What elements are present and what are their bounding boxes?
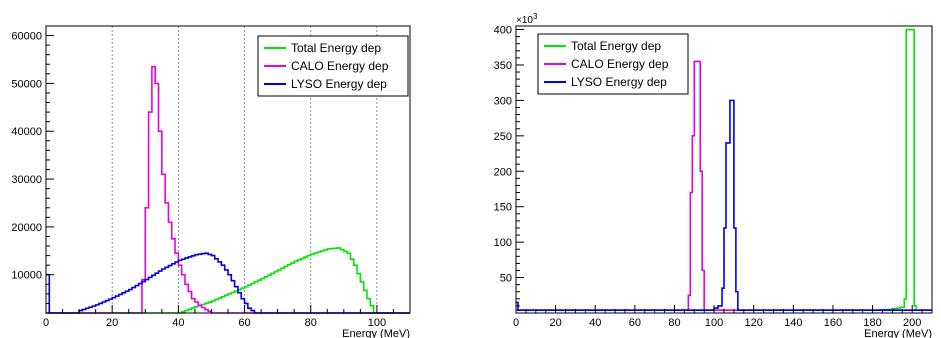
right-x-tick-label: 180 xyxy=(863,317,881,329)
right-x-tick-label: 120 xyxy=(745,317,763,329)
right-axis-ticks: 0 20 40 60 80 100 120 140 160 180 200 50 100 150 200 25… xyxy=(494,25,933,329)
left-x-tick-label: 60 xyxy=(238,317,250,329)
right-legend: Total Energy dep CALO Energy dep LYSO Ener… xyxy=(537,33,689,95)
right-x-tick-label: 40 xyxy=(589,317,601,329)
right-legend-label: LYSO Energy dep xyxy=(571,75,667,89)
left-y-tick-label: 50000 xyxy=(11,78,42,90)
left-y-tick-label: 40000 xyxy=(11,126,42,138)
right-x-tick-label: 100 xyxy=(705,317,723,329)
left-x-tick-label: 80 xyxy=(305,317,317,329)
left-legend: Total Energy dep CALO Energy dep LYSO Ener… xyxy=(257,35,409,97)
right-y-tick-label: 400 xyxy=(494,25,512,37)
left-y-tick-label: 60000 xyxy=(11,31,42,43)
right-y-tick-label: 300 xyxy=(494,95,512,107)
right-x-axis-label: Energy (MeV) xyxy=(864,328,932,338)
left-x-tick-label: 0 xyxy=(43,317,49,329)
right-x-tick-label: 20 xyxy=(549,317,561,329)
left-legend-label: Total Energy dep xyxy=(291,41,381,55)
left-axis-ticks: 0 20 40 60 80 100 10000 20000 30000 40000 50000 600… xyxy=(11,25,411,329)
right-y-tick-label: 150 xyxy=(494,202,512,214)
left-legend-label: LYSO Energy dep xyxy=(291,77,387,91)
left-legend-label: CALO Energy dep xyxy=(291,59,389,73)
right-y-exponent-power: 3 xyxy=(533,12,538,21)
right-y-tick-label: 50 xyxy=(500,273,512,285)
right-y-exponent-label: ×103 xyxy=(516,12,538,26)
right-x-tick-label: 160 xyxy=(824,317,842,329)
left-series-group xyxy=(46,65,410,314)
left-y-tick-label: 30000 xyxy=(11,174,42,186)
right-x-tick-label: 60 xyxy=(629,317,641,329)
right-series-lyso-energy-dep xyxy=(516,99,932,311)
left-x-tick-label: 40 xyxy=(172,317,184,329)
right-histogram-chart: 0 20 40 60 80 100 120 140 160 180 200 50 100 150 200 25… xyxy=(494,12,933,338)
right-y-tick-label: 100 xyxy=(494,237,512,249)
left-x-axis-label: Energy (MeV) xyxy=(342,328,410,338)
left-histogram-chart: 0 20 40 60 80 100 10000 20000 30000 40000 50000 600… xyxy=(11,25,411,338)
left-x-tick-label: 20 xyxy=(106,317,118,329)
right-legend-label: Total Energy dep xyxy=(571,39,661,53)
right-y-tick-label: 250 xyxy=(494,131,512,143)
right-y-tick-label: 200 xyxy=(494,166,512,178)
left-series-calo-energy-dep xyxy=(46,65,410,314)
left-x-tick-label: 100 xyxy=(368,317,386,329)
left-y-tick-label: 20000 xyxy=(11,222,42,234)
right-x-tick-label: 140 xyxy=(784,317,802,329)
right-x-tick-label: 80 xyxy=(668,317,680,329)
left-y-tick-label: 10000 xyxy=(11,270,42,282)
right-legend-label: CALO Energy dep xyxy=(571,57,669,71)
right-y-tick-label: 350 xyxy=(494,60,512,72)
right-x-tick-label: 200 xyxy=(903,317,921,329)
left-series-lyso-energy-dep xyxy=(46,252,410,314)
right-x-tick-label: 0 xyxy=(513,317,519,329)
right-y-exponent-base: ×10 xyxy=(516,15,533,26)
